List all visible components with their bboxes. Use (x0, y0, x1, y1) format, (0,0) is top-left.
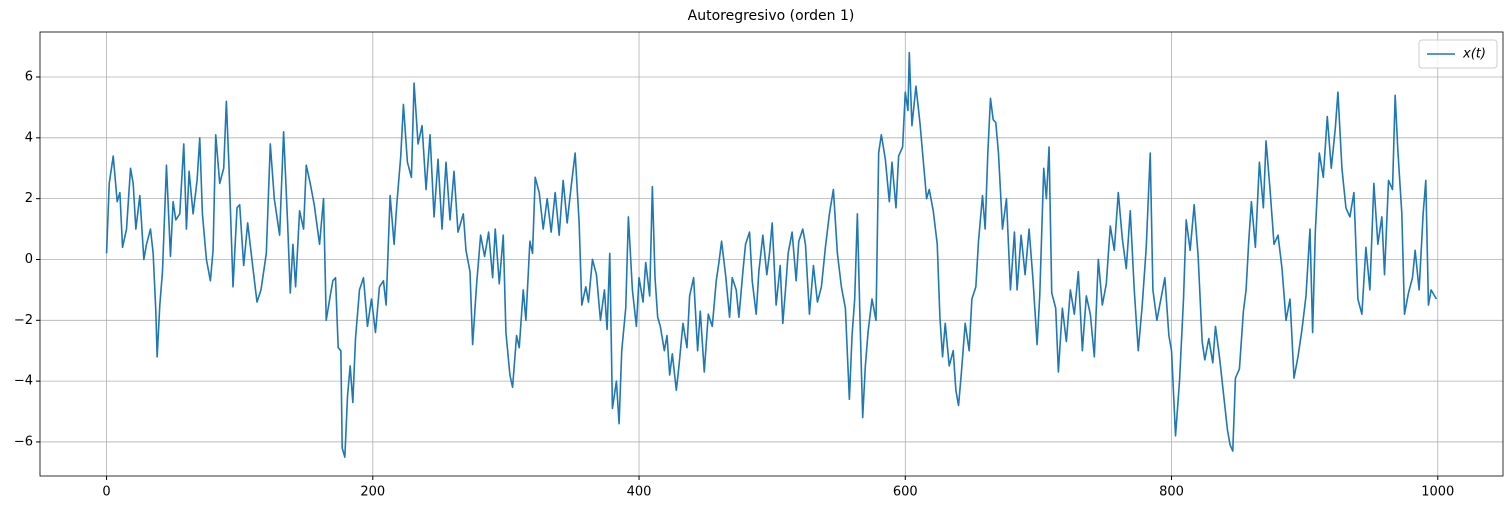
legend-box (1418, 39, 1498, 69)
y-tick-label: 6 (25, 70, 33, 85)
x-tick-label: 800 (1159, 485, 1184, 500)
x-tick-label: 600 (893, 485, 918, 500)
y-tick-label: 2 (25, 191, 33, 206)
chart-title: Autoregresivo (orden 1) (688, 8, 855, 24)
y-tick-label: 4 (25, 130, 33, 145)
x-tick-label: 400 (627, 485, 652, 500)
x-tick-label: 0 (102, 485, 110, 500)
y-tick-label: 0 (25, 252, 33, 267)
y-tick-label: −2 (14, 313, 33, 328)
x-tick-label: 1000 (1421, 485, 1454, 500)
y-tick-label: −6 (14, 434, 33, 449)
legend-label: x(t) (1462, 47, 1486, 62)
y-tick-label: −4 (14, 374, 33, 389)
plot-frame (39, 31, 1504, 477)
data-line (105, 51, 1438, 458)
x-tick-label: 200 (360, 485, 385, 500)
